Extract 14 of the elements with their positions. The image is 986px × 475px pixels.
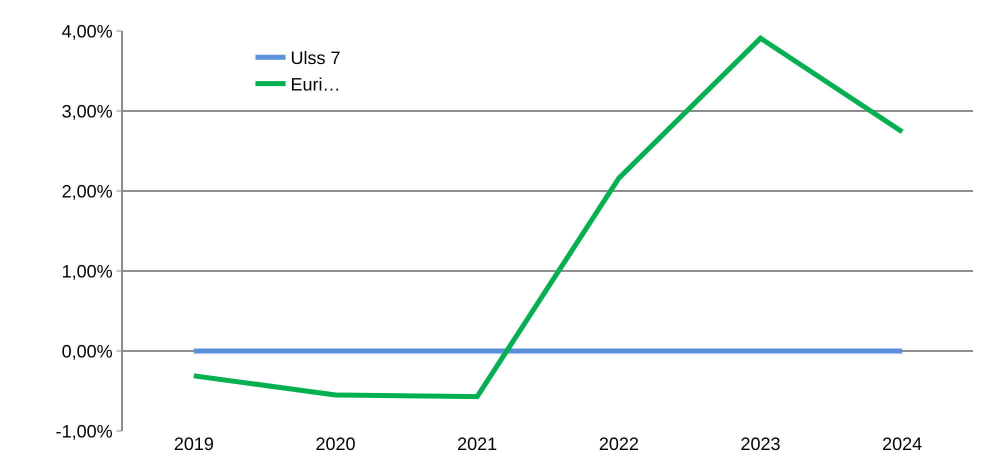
x-tick-label: 2019 [174, 434, 214, 454]
legend-label: Ulss 7 [290, 48, 341, 68]
x-tick-label: 2020 [315, 434, 356, 454]
legend-label: Euri… [290, 74, 341, 95]
x-tick-label: 2022 [598, 434, 639, 454]
y-tick-label: 0,00% [62, 341, 113, 362]
y-tick-label: 3,00% [62, 101, 113, 122]
x-tick-label: 2023 [740, 434, 781, 454]
y-tick-label: -1,00% [56, 421, 113, 442]
x-tick-label: 2024 [882, 434, 922, 454]
y-tick-label: 1,00% [62, 261, 113, 282]
y-tick-label: 4,00% [62, 21, 113, 42]
x-tick-label: 2021 [457, 434, 498, 454]
y-tick-label: 2,00% [62, 181, 113, 202]
